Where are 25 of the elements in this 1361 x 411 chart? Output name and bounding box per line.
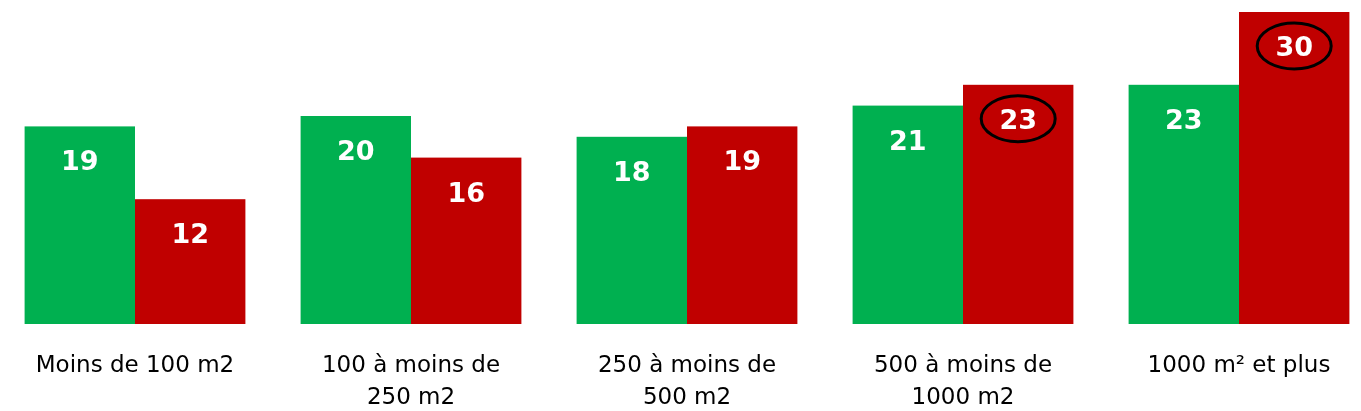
bar <box>1239 12 1350 324</box>
bar <box>411 157 522 324</box>
annotation: 30 <box>1275 31 1313 62</box>
data-label: 16 <box>447 176 485 208</box>
bar <box>963 84 1074 324</box>
data-label: 18 <box>613 155 651 187</box>
bar <box>24 126 135 324</box>
bar <box>300 116 411 324</box>
bar <box>135 199 246 324</box>
bar <box>687 126 798 324</box>
bar <box>852 105 963 324</box>
bar <box>576 136 687 324</box>
data-label: 19 <box>723 145 761 177</box>
x-tick-label: Moins de 100 m2 <box>35 351 235 377</box>
bar <box>1128 84 1239 324</box>
data-label: 23 <box>1165 103 1203 135</box>
annotation: 23 <box>999 103 1037 135</box>
x-tick-label: 1000 m² et plus <box>1147 351 1331 377</box>
data-label: 19 <box>61 145 99 177</box>
x-tick-label: 250 à moins de 500 m2 <box>597 351 777 409</box>
data-label: 12 <box>171 218 209 250</box>
data-label: 21 <box>889 124 927 156</box>
x-tick-label: 500 à moins de 1000 m2 <box>873 351 1053 409</box>
data-label: 20 <box>337 135 375 166</box>
x-tick-label: 100 à moins de 250 m2 <box>321 351 501 409</box>
